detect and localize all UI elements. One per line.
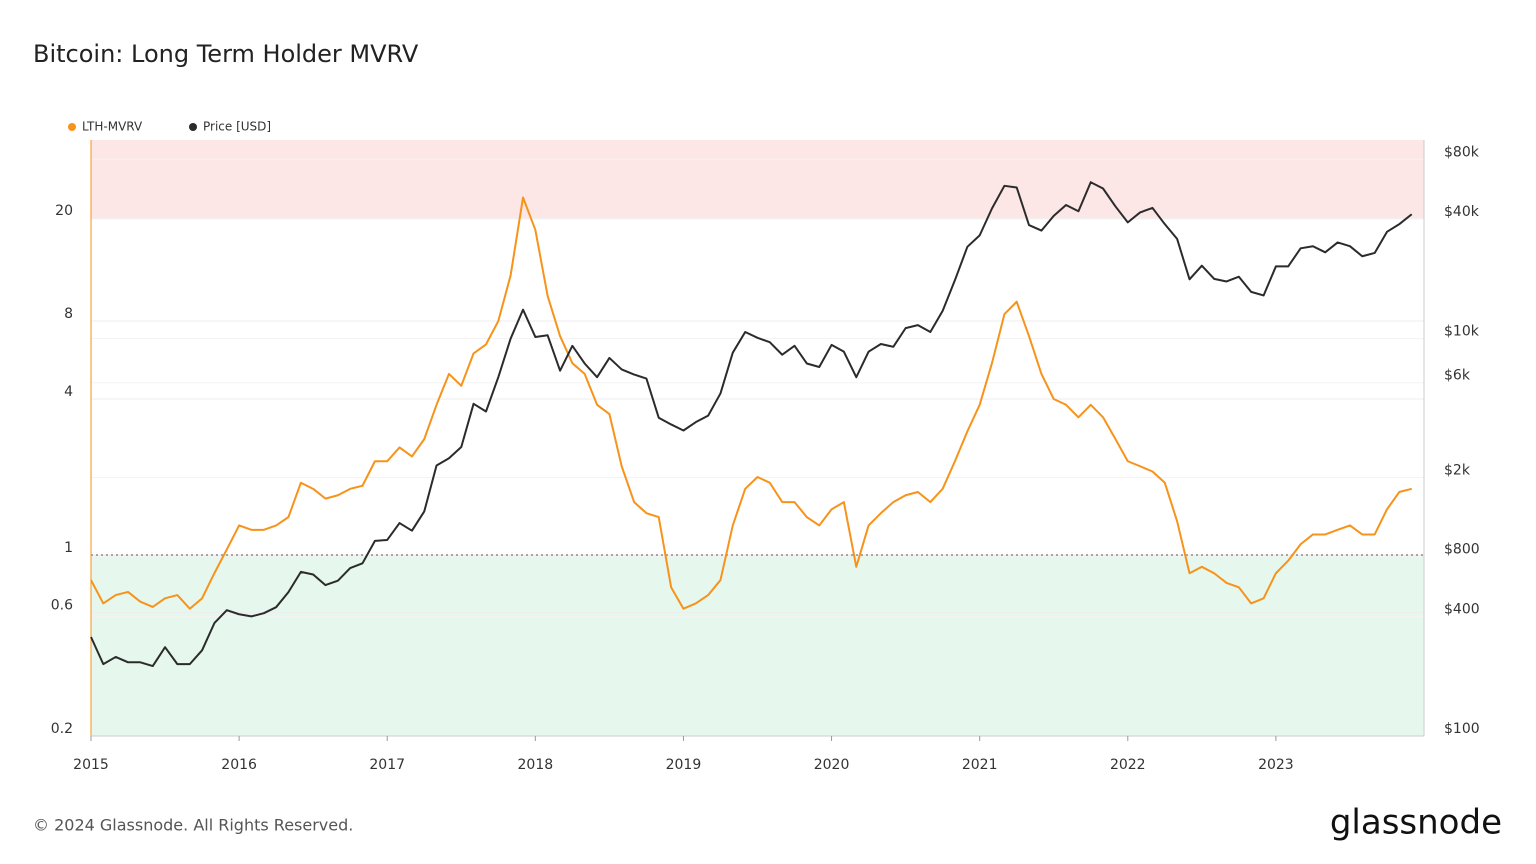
- brand-logo: glassnode: [1330, 803, 1502, 843]
- x-tick-label: 2018: [518, 757, 554, 773]
- y2-tick-label: $80k: [1444, 144, 1480, 160]
- y2-tick-label: $2k: [1444, 463, 1471, 479]
- y2-tick-label: $6k: [1444, 368, 1471, 384]
- x-tick-label: 2020: [814, 757, 850, 773]
- x-tick-label: 2017: [369, 757, 405, 773]
- x-tick-label: 2023: [1258, 757, 1294, 773]
- legend-marker: [189, 123, 197, 131]
- legend-marker: [68, 123, 76, 131]
- x-tick-label: 2015: [73, 757, 109, 773]
- footer: © 2024 Glassnode. All Rights Reserved.: [33, 816, 353, 835]
- x-tick-label: 2019: [666, 757, 702, 773]
- y-tick-label: 0.2: [51, 721, 73, 737]
- y2-tick-label: $40k: [1444, 204, 1480, 220]
- legend-label: Price [USD]: [203, 120, 271, 134]
- high-zone: [91, 140, 1424, 218]
- y2-tick-label: $400: [1444, 601, 1480, 617]
- y2-tick-label: $800: [1444, 542, 1480, 558]
- y-tick-label: 4: [64, 384, 73, 400]
- series-line: [90, 196, 1412, 610]
- x-tick-label: 2021: [962, 757, 998, 773]
- legend-label: LTH-MVRV: [82, 120, 143, 134]
- y-tick-label: 20: [55, 203, 73, 219]
- y2-tick-label: $10k: [1444, 324, 1480, 340]
- x-tick-label: 2022: [1110, 757, 1146, 773]
- low-zone: [91, 554, 1424, 736]
- chart-title: Bitcoin: Long Term Holder MVRV: [33, 40, 419, 68]
- x-tick-label: 2016: [221, 757, 257, 773]
- y2-tick-label: $100: [1444, 721, 1480, 737]
- series-line: [90, 181, 1413, 668]
- y-tick-label: 8: [64, 306, 73, 322]
- y-tick-label: 0.6: [51, 597, 73, 613]
- y-tick-label: 1: [64, 540, 73, 556]
